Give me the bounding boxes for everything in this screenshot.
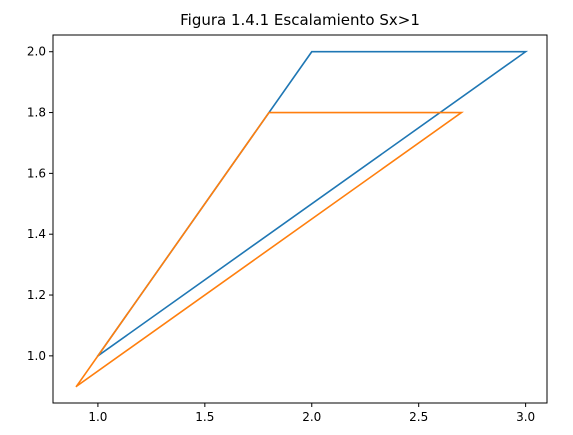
x-tick-label: 1.5 <box>195 410 214 424</box>
x-tick-label: 1.0 <box>88 410 107 424</box>
y-tick-label: 2.0 <box>27 45 46 59</box>
x-tick-label: 2.0 <box>302 410 321 424</box>
series-line-1 <box>96 50 529 357</box>
y-axis-ticks: 1.0 1.2 1.4 1.6 1.8 2.0 <box>27 45 53 363</box>
y-tick-label: 1.4 <box>27 227 46 241</box>
x-tick-label: 2.5 <box>409 410 428 424</box>
y-tick-label: 1.2 <box>27 288 46 302</box>
y-tick-label: 1.0 <box>27 349 46 363</box>
plot-frame <box>52 34 548 404</box>
series-line-2 <box>75 111 464 388</box>
y-tick-label: 1.6 <box>27 166 46 180</box>
y-tick-label: 1.8 <box>27 106 46 120</box>
x-tick-label: 3.0 <box>516 410 535 424</box>
series-layer <box>75 50 529 388</box>
chart-title: Figura 1.4.1 Escalamiento Sx>1 <box>180 11 420 29</box>
x-axis-ticks: 1.0 1.5 2.0 2.5 3.0 <box>88 403 535 424</box>
